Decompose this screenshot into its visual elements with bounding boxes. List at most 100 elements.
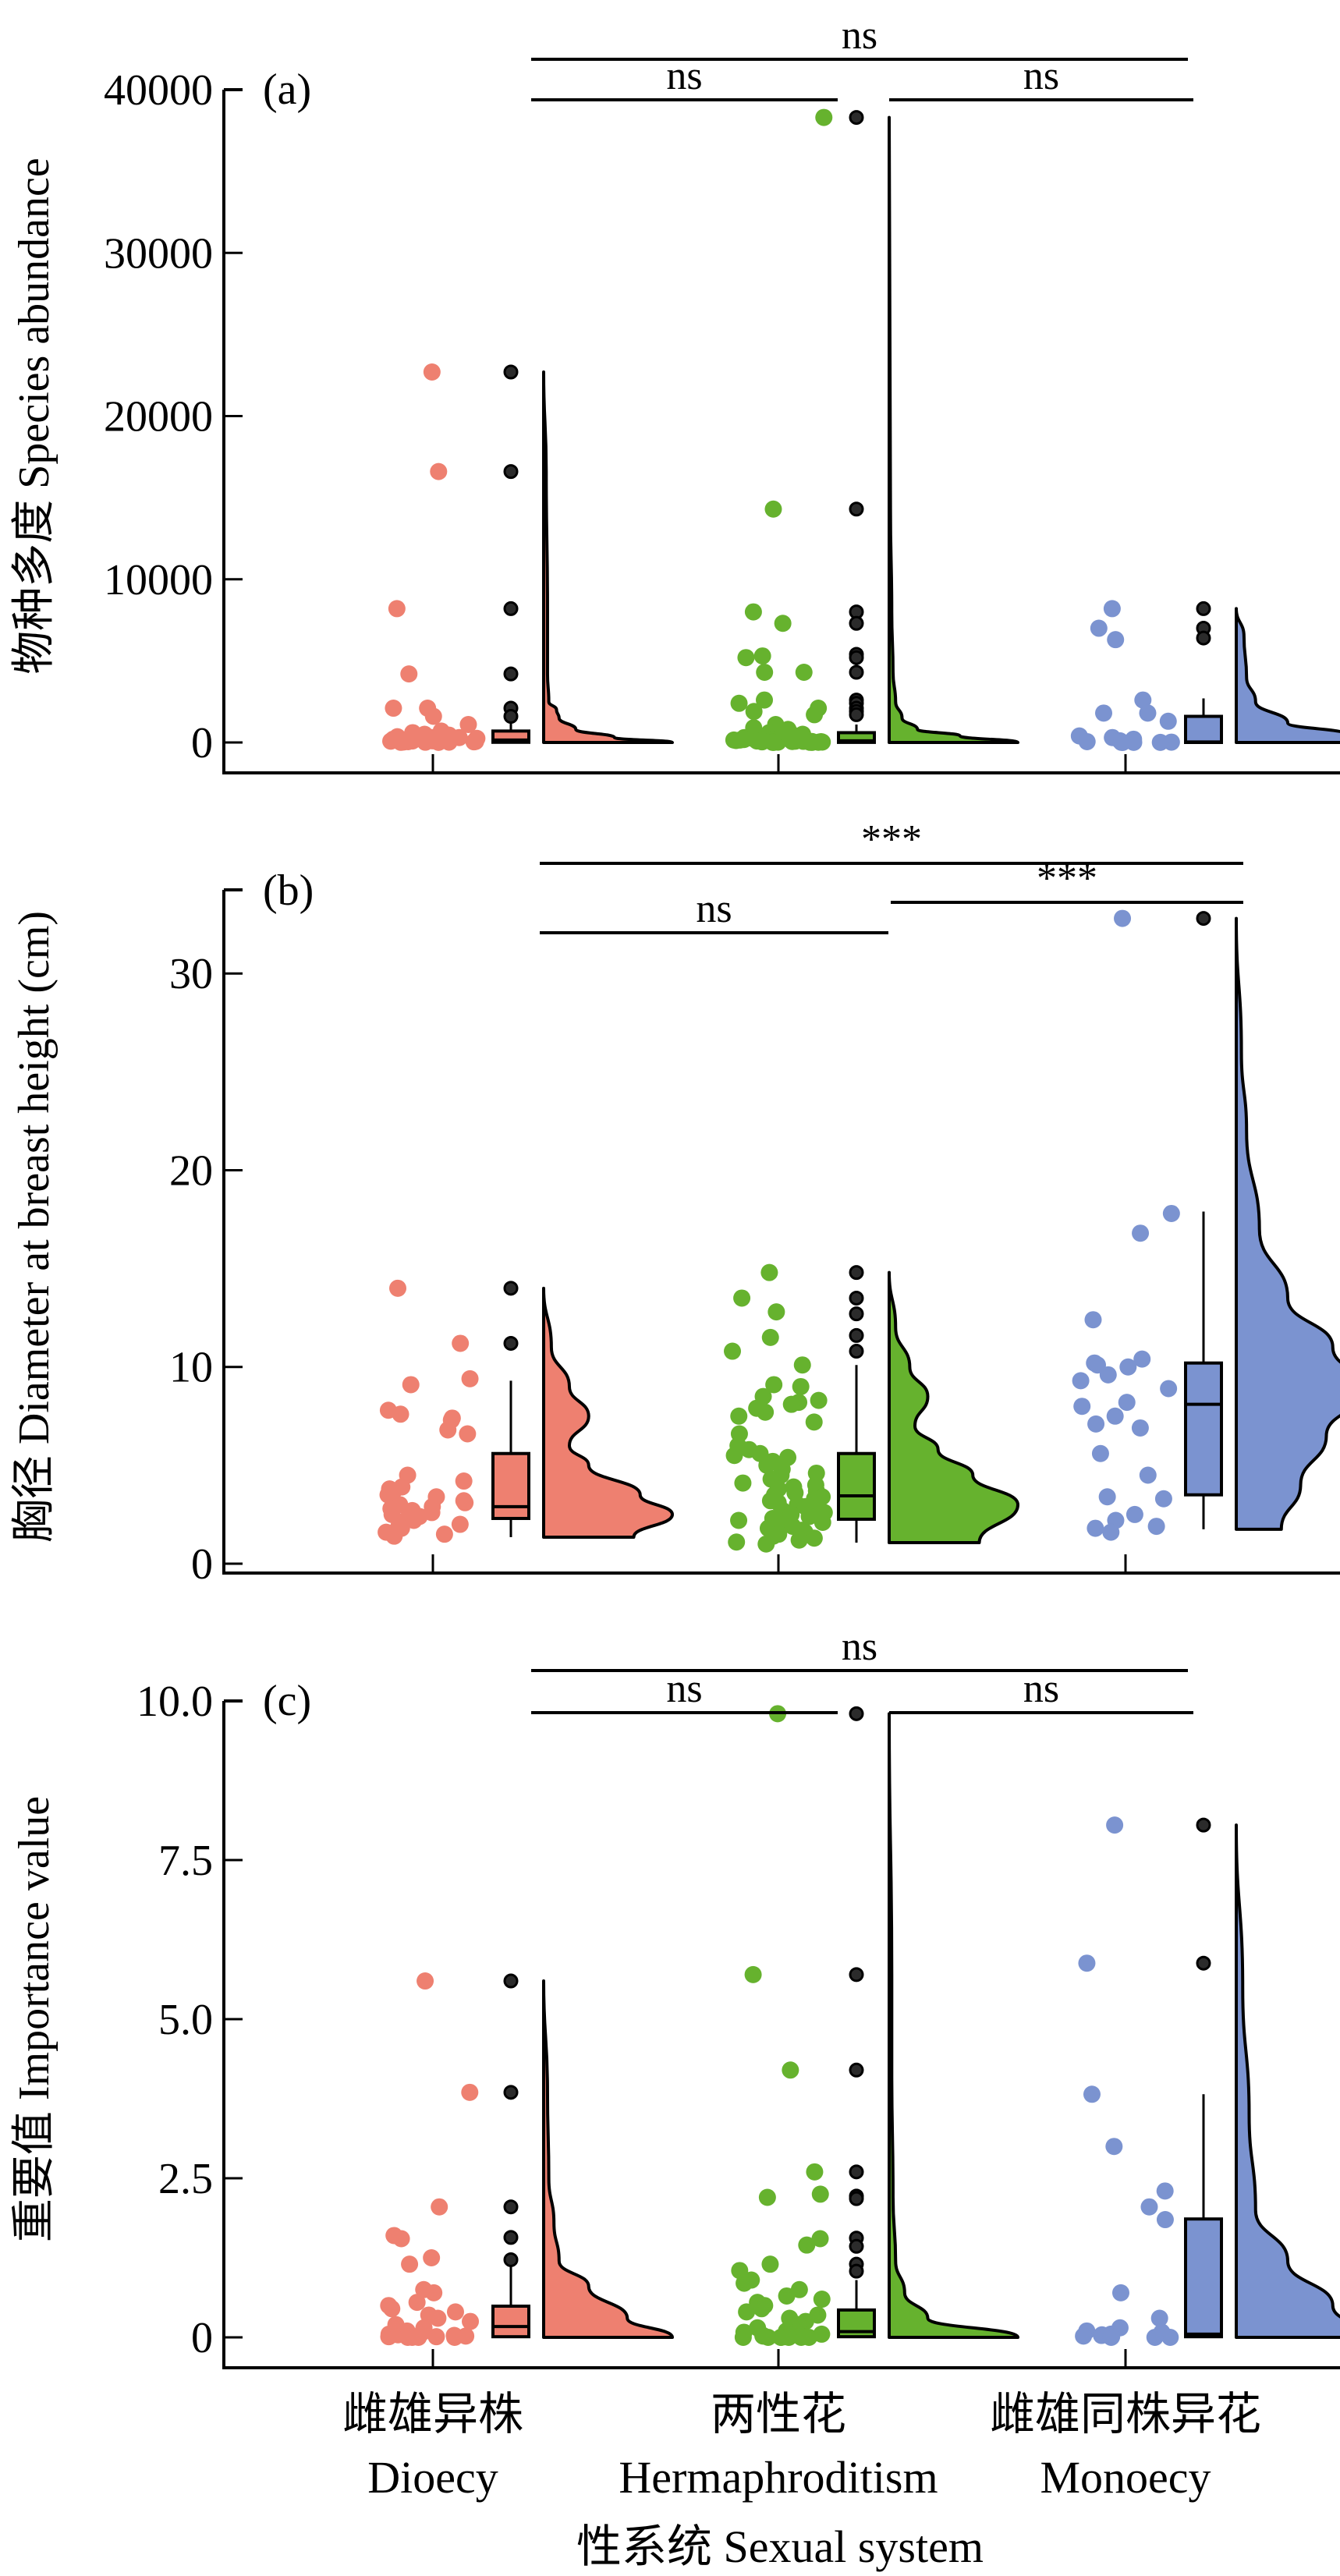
data-point [1156, 2211, 1174, 2229]
outlier-point [1196, 1817, 1211, 1833]
violin-density [542, 1979, 674, 2339]
data-point [734, 1474, 752, 1492]
data-point [815, 108, 833, 126]
data-point [445, 2329, 463, 2346]
data-point [806, 706, 824, 724]
data-point [1072, 1372, 1090, 1390]
data-point [427, 2328, 445, 2346]
data-point [753, 647, 771, 665]
data-point [423, 363, 441, 381]
y-tick-label: 30 [169, 950, 213, 998]
data-point [792, 1377, 810, 1395]
data-point [724, 1342, 742, 1360]
data-point [745, 703, 763, 721]
panel-tag: (a) [263, 66, 311, 114]
outlier-point [849, 1967, 864, 1982]
data-point [1119, 1358, 1137, 1376]
data-point [778, 2287, 796, 2305]
panel-b: 0 10 20 30 (b) 胸径 Diameter at breast height (… [10, 817, 1340, 1589]
data-point [728, 1533, 746, 1551]
data-point [806, 2163, 824, 2181]
significance-label: ns [1023, 1667, 1059, 1711]
data-point [793, 1356, 811, 1374]
data-point [459, 1425, 477, 1443]
data-point [774, 615, 792, 632]
data-point [757, 1535, 775, 1553]
box-iqr [1184, 2217, 1223, 2339]
violin-density [1235, 607, 1340, 744]
data-point [431, 2198, 448, 2216]
outlier-point [503, 666, 519, 682]
significance-label: ns [842, 13, 877, 58]
data-point [758, 1456, 776, 1474]
data-point [1075, 2327, 1093, 2345]
data-point [379, 1486, 397, 1504]
outlier-point [503, 464, 519, 480]
data-point [1105, 2138, 1123, 2156]
data-point [1087, 1519, 1104, 1537]
data-point [466, 732, 484, 750]
group-hermaphroditism [725, 108, 1019, 751]
group-dioecy [380, 1972, 674, 2346]
y-tick-label: 30000 [104, 229, 213, 278]
panels: 0 10000 20000 30000 40000 (a) 物种多度 Species abu… [10, 13, 1340, 2369]
outlier-point [1196, 1955, 1211, 1971]
data-point [1090, 619, 1108, 637]
outlier-point [849, 664, 864, 680]
y-tick-label: 0 [191, 1540, 213, 1589]
data-point [805, 1413, 823, 1431]
data-point [1103, 600, 1121, 618]
data-point [811, 2230, 829, 2248]
x-cat-zh-monoecy: 雌雄同株异花 [990, 2389, 1261, 2440]
box-iqr [1184, 1361, 1223, 1497]
data-point [1102, 1523, 1120, 1541]
outlier-point [503, 709, 519, 725]
x-cat-zh-hermaphroditism: 两性花 [711, 2389, 846, 2440]
significance-label: ns [842, 1625, 877, 1669]
data-point [1139, 1466, 1157, 1484]
data-point [388, 600, 406, 618]
data-point [1156, 2182, 1174, 2200]
box-iqr [491, 2305, 530, 2339]
data-point [790, 1531, 808, 1549]
group-dioecy [382, 363, 674, 751]
y-tick-label: 10.0 [136, 1678, 213, 1726]
data-point [1098, 1488, 1116, 1506]
data-point [744, 1965, 762, 1983]
data-point [1126, 1505, 1143, 1523]
x-category-labels: 雌雄异株 Dioecy 两性花 Hermaphroditism 雌雄同株异花 M… [342, 2389, 1261, 2572]
x-cat-en-hermaphroditism: Hermaphroditism [619, 2452, 938, 2503]
data-point [429, 2309, 447, 2327]
data-point [1132, 1224, 1150, 1242]
data-point [1133, 1350, 1151, 1368]
x-cat-en-monoecy: Monoecy [1040, 2452, 1211, 2503]
data-point [385, 1527, 403, 1545]
y-tick-label: 20000 [104, 393, 213, 441]
y-tick-label: 40000 [104, 66, 213, 115]
y-tick-label: 10 [169, 1344, 213, 1392]
group-hermaphroditism [731, 1705, 1019, 2346]
group-monoecy [1075, 1816, 1340, 2346]
data-point [462, 2312, 480, 2330]
significance-label: ns [696, 887, 732, 931]
data-point [1134, 691, 1152, 709]
y-tick-label: 2.5 [158, 2155, 213, 2203]
outlier-point [849, 501, 864, 517]
data-point [814, 1514, 831, 1532]
data-point [733, 1289, 751, 1307]
outlier-point [503, 364, 519, 380]
data-point [1118, 1394, 1136, 1412]
data-point [461, 2083, 479, 2101]
data-point [765, 1376, 783, 1394]
outlier-point [503, 2252, 519, 2267]
data-point [736, 2274, 753, 2292]
data-point [1131, 1419, 1149, 1437]
data-point [1107, 631, 1125, 649]
outlier-point [849, 2191, 864, 2206]
data-point [446, 2303, 464, 2321]
significance-label: *** [861, 817, 922, 862]
data-point [744, 603, 762, 621]
y-axis-title: 重要值 Importance value [10, 1796, 58, 2242]
data-point [425, 2284, 443, 2301]
x-cat-zh-dioecy: 雌雄异株 [342, 2389, 523, 2440]
